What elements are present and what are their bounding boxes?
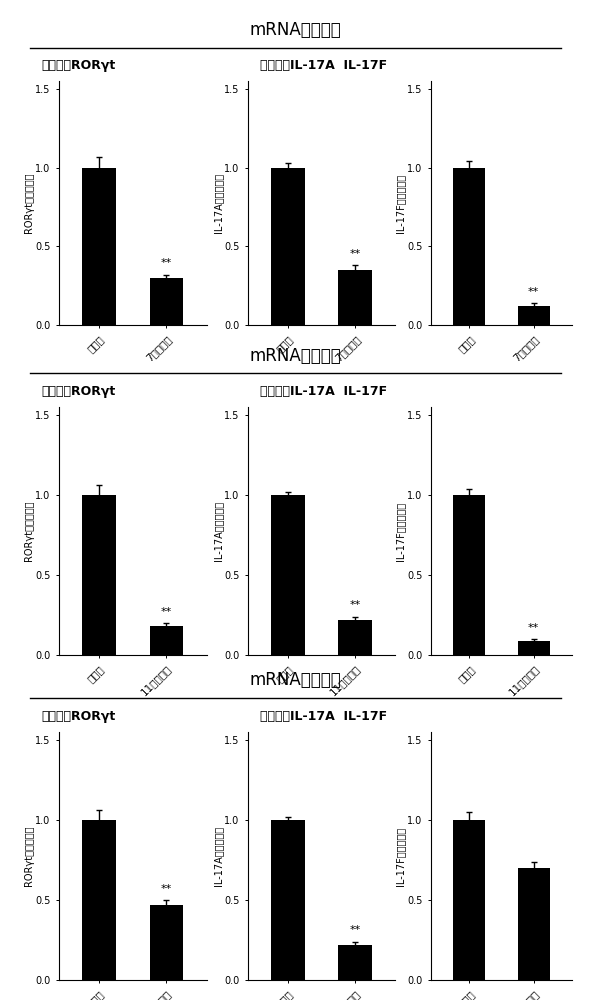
Text: **: ** bbox=[349, 600, 360, 610]
Text: **: ** bbox=[528, 287, 539, 297]
Text: 转录因子RORγt: 转录因子RORγt bbox=[41, 385, 116, 398]
Bar bbox=[83, 495, 116, 655]
Bar bbox=[338, 945, 372, 980]
Y-axis label: IL-17A相对表达量: IL-17A相对表达量 bbox=[213, 826, 222, 886]
Text: 细胞因子IL-17A  IL-17F: 细胞因子IL-17A IL-17F bbox=[260, 59, 386, 72]
Text: **: ** bbox=[528, 623, 539, 633]
Y-axis label: IL-17F相对表达量: IL-17F相对表达量 bbox=[396, 173, 405, 233]
Bar bbox=[453, 168, 486, 325]
Bar bbox=[271, 495, 305, 655]
Text: **: ** bbox=[160, 258, 172, 268]
Text: 细胞因子IL-17A  IL-17F: 细胞因子IL-17A IL-17F bbox=[260, 385, 386, 398]
Bar bbox=[338, 620, 372, 655]
Bar bbox=[83, 820, 116, 980]
Y-axis label: IL-17A相对表达量: IL-17A相对表达量 bbox=[213, 173, 222, 233]
Text: 转录因子RORγt: 转录因子RORγt bbox=[41, 59, 116, 72]
Text: mRNA表达变化: mRNA表达变化 bbox=[249, 347, 341, 364]
Bar bbox=[453, 820, 486, 980]
Y-axis label: RORγt相对表达量: RORγt相对表达量 bbox=[24, 826, 34, 886]
Text: 转录因子RORγt: 转录因子RORγt bbox=[41, 710, 116, 723]
Text: mRNA表达变化: mRNA表达变化 bbox=[249, 21, 341, 39]
Text: mRNA表达变化: mRNA表达变化 bbox=[249, 672, 341, 690]
Text: **: ** bbox=[349, 925, 360, 935]
Bar bbox=[517, 306, 550, 325]
Text: **: ** bbox=[160, 607, 172, 617]
Bar bbox=[517, 868, 550, 980]
Y-axis label: IL-17A相对表达量: IL-17A相对表达量 bbox=[213, 501, 222, 561]
Bar bbox=[83, 168, 116, 325]
Text: 细胞因子IL-17A  IL-17F: 细胞因子IL-17A IL-17F bbox=[260, 710, 386, 723]
Y-axis label: RORγt相对表达量: RORγt相对表达量 bbox=[24, 501, 34, 561]
Bar bbox=[149, 626, 183, 655]
Bar bbox=[453, 495, 486, 655]
Bar bbox=[271, 820, 305, 980]
Y-axis label: RORγt相对表达量: RORγt相对表达量 bbox=[24, 173, 34, 233]
Y-axis label: IL-17F相对表达量: IL-17F相对表达量 bbox=[396, 826, 405, 886]
Text: **: ** bbox=[349, 249, 360, 259]
Bar bbox=[149, 905, 183, 980]
Bar bbox=[149, 278, 183, 325]
Text: **: ** bbox=[160, 884, 172, 894]
Y-axis label: IL-17F相对表达量: IL-17F相对表达量 bbox=[396, 501, 405, 561]
Bar bbox=[517, 641, 550, 655]
Bar bbox=[338, 270, 372, 325]
Bar bbox=[271, 168, 305, 325]
